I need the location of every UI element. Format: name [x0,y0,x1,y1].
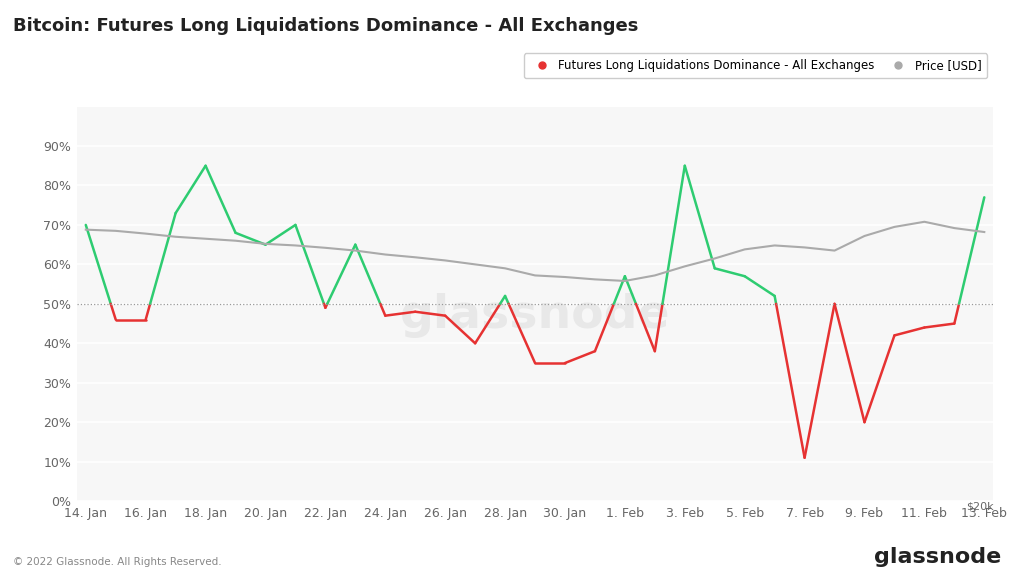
Text: $20k: $20k [966,502,993,511]
Text: © 2022 Glassnode. All Rights Reserved.: © 2022 Glassnode. All Rights Reserved. [13,558,222,567]
Text: Bitcoin: Futures Long Liquidations Dominance - All Exchanges: Bitcoin: Futures Long Liquidations Domin… [13,17,639,35]
Text: glassnode: glassnode [399,293,671,338]
Text: glassnode: glassnode [874,547,1001,567]
Legend: Futures Long Liquidations Dominance - All Exchanges, Price [USD]: Futures Long Liquidations Dominance - Al… [524,53,987,78]
